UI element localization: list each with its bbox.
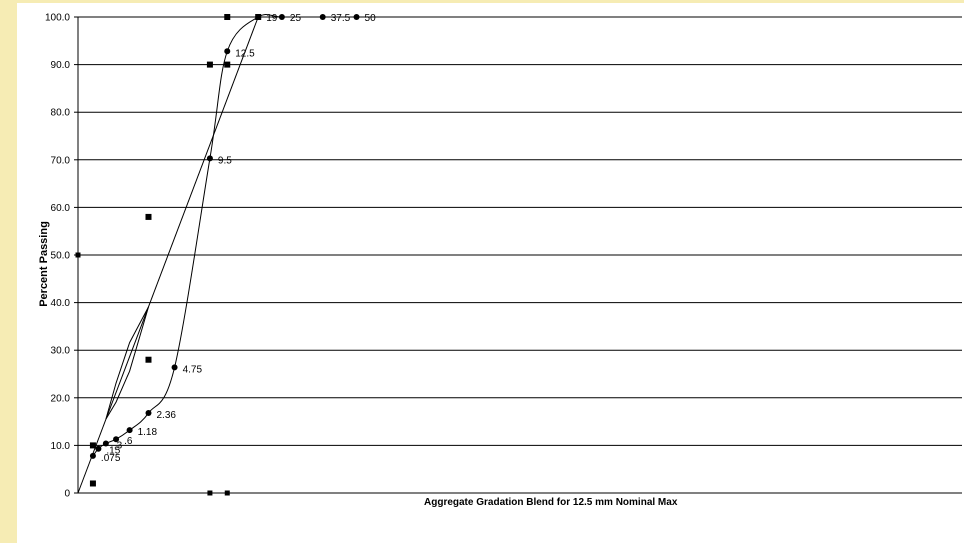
y-tick-label: 100.0	[45, 13, 70, 24]
control-point	[89, 480, 96, 487]
blend-gradation-curve	[92, 13, 357, 457]
control-point	[206, 61, 213, 68]
y-tick-label: 90.0	[51, 60, 71, 71]
axis-marker	[75, 252, 81, 258]
y-tick-label: 30.0	[51, 346, 71, 357]
blend-point	[206, 155, 213, 162]
x-axis-label: Aggregate Gradation Blend for 12.5 mm No…	[424, 497, 678, 508]
blend-point-label: 2.36	[156, 410, 176, 421]
y-tick-label: 20.0	[51, 393, 71, 404]
control-point	[89, 442, 96, 449]
y-axis-label: Percent Passing	[38, 221, 50, 307]
blend-point-label: 37.5	[331, 13, 351, 24]
blend-point	[278, 14, 285, 20]
axis-marker	[207, 490, 213, 496]
blend-point	[102, 440, 109, 447]
blend-point	[145, 410, 152, 417]
blend-point	[224, 48, 231, 55]
restricted-zone	[105, 306, 149, 420]
blend-point-label: 19	[266, 13, 278, 24]
blend-point	[319, 14, 326, 20]
blend-point-label: 1.18	[138, 427, 158, 438]
blend-point-label: .3	[114, 440, 123, 451]
control-point	[145, 356, 152, 363]
y-tick-label: 0	[64, 489, 70, 500]
blend-point-label: 12.5	[235, 48, 255, 59]
blend-point-label: 4.75	[183, 364, 203, 375]
slide-left-bar	[0, 0, 17, 543]
y-tick-label: 50.0	[51, 251, 71, 262]
max-density-line	[77, 16, 259, 494]
blend-point-label: .15	[106, 446, 120, 457]
blend-point-label: .6	[124, 436, 133, 447]
blend-point-label: 25	[290, 13, 302, 24]
control-point	[224, 61, 231, 68]
control-point	[224, 14, 231, 20]
blend-point	[95, 445, 102, 452]
blend-point	[126, 427, 133, 434]
y-tick-label: 70.0	[51, 155, 71, 166]
slide-top-bar	[0, 0, 964, 3]
blend-point-label: 9.5	[218, 155, 232, 166]
y-tick-label: 80.0	[51, 108, 71, 119]
y-tick-label: 10.0	[51, 441, 71, 452]
control-point	[255, 14, 262, 20]
blend-point	[171, 364, 178, 371]
y-tick-label: 60.0	[51, 203, 71, 214]
blend-point	[113, 436, 120, 443]
blend-point-label: .075	[101, 453, 121, 464]
control-point	[145, 213, 152, 220]
blend-point	[353, 14, 360, 20]
y-tick-label: 40.0	[51, 298, 71, 309]
blend-point	[89, 452, 96, 459]
blend-point-label: 50	[365, 13, 377, 24]
axis-marker	[224, 490, 230, 496]
